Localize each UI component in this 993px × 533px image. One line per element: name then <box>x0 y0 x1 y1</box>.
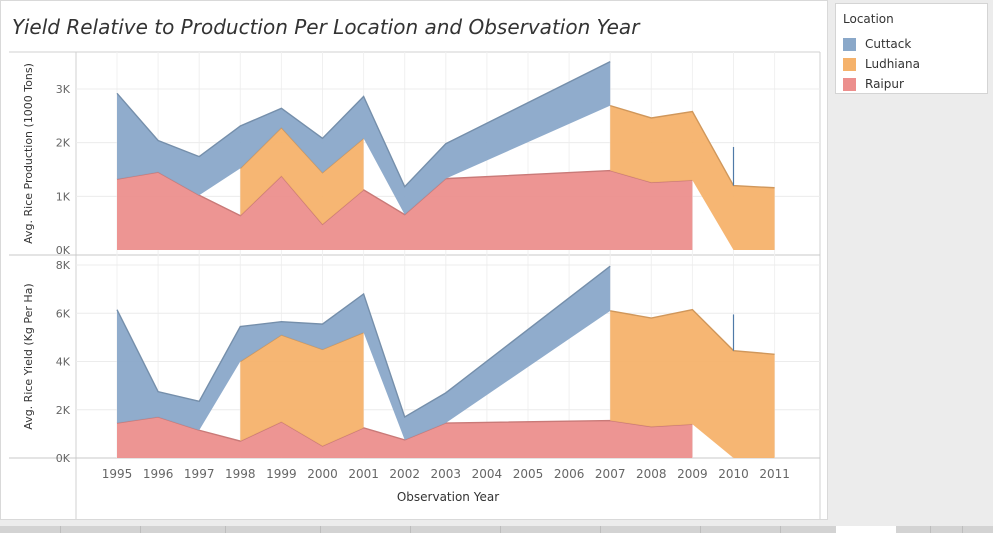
x-tick-label: 1995 <box>102 467 133 481</box>
area-cuttack <box>117 266 611 440</box>
area-ludhiana <box>610 105 775 251</box>
area-ludhiana <box>240 332 364 446</box>
x-tick-label: 2010 <box>718 467 749 481</box>
x-tick-label: 2000 <box>307 467 338 481</box>
area-ludhiana <box>610 309 775 458</box>
x-tick-label: 2006 <box>554 467 585 481</box>
dashboard-area: Yield Relative to Production Per Locatio… <box>0 0 828 520</box>
x-tick-label: 1998 <box>225 467 256 481</box>
area-cuttack-edge <box>116 265 611 419</box>
x-tick-label: 2008 <box>636 467 667 481</box>
legend-swatch-ludhiana <box>843 58 856 71</box>
area-chart: 0K 1K 2K 3K Avg. Rice Production (1000 Tons)… <box>9 51 821 519</box>
x-tick-label: 2005 <box>513 467 544 481</box>
area-ludhiana <box>240 127 364 225</box>
y-tick-label: 2K <box>56 137 71 150</box>
legend-label-ludhiana: Ludhiana <box>865 57 920 71</box>
tab-separator <box>500 526 501 533</box>
x-tick-label: 2002 <box>389 467 420 481</box>
x-tick-label: 1997 <box>184 467 215 481</box>
x-tick-label: 2011 <box>759 467 790 481</box>
y-axis-title: Avg. Rice Yield (Kg Per Ha) <box>22 283 35 429</box>
x-tick-label: 2003 <box>431 467 462 481</box>
y-tick-label: 2K <box>56 404 71 417</box>
legend-swatch-cuttack <box>843 38 856 51</box>
y-tick-label: 0K <box>56 452 71 465</box>
tab-separator <box>600 526 601 533</box>
area-raipur <box>117 170 693 250</box>
y-tick-label: 1K <box>56 190 71 203</box>
tab-separator <box>780 526 781 533</box>
x-tick-label: 2001 <box>348 467 379 481</box>
tab-separator <box>140 526 141 533</box>
y-tick-label: 6K <box>56 307 71 320</box>
y-tick-label: 3K <box>56 83 71 96</box>
tab-separator <box>700 526 701 533</box>
area-ludhiana-edge <box>610 308 775 355</box>
active-sheet-tab[interactable] <box>836 526 896 533</box>
y-tick-label: 4K <box>56 356 71 369</box>
chart-title: Yield Relative to Production Per Locatio… <box>12 15 640 39</box>
x-axis-title: Observation Year <box>397 490 499 504</box>
x-tick-label: 2009 <box>677 467 708 481</box>
area-cuttack-edge <box>116 61 611 188</box>
legend-label-raipur: Raipur <box>865 77 904 91</box>
y-tick-label: 0K <box>56 244 71 257</box>
x-tick-label: 2004 <box>472 467 503 481</box>
x-tick-label: 1996 <box>143 467 174 481</box>
x-tick-label: 2007 <box>595 467 626 481</box>
legend-label-cuttack: Cuttack <box>865 37 912 51</box>
area-ludhiana-edge <box>609 104 775 189</box>
tab-separator <box>930 526 931 533</box>
area-raipur <box>117 416 693 458</box>
x-tick-label: 1999 <box>266 467 297 481</box>
y-tick-label: 8K <box>56 259 71 272</box>
tab-separator <box>962 526 963 533</box>
tab-separator <box>60 526 61 533</box>
tab-separator <box>410 526 411 533</box>
legend-title: Location <box>843 12 894 26</box>
legend-swatch-raipur <box>843 78 856 91</box>
y-axis-title: Avg. Rice Production (1000 Tons) <box>22 63 35 244</box>
area-cuttack <box>117 61 611 215</box>
sheet-tab-strip[interactable] <box>0 526 993 533</box>
tab-separator <box>225 526 226 533</box>
tab-separator <box>320 526 321 533</box>
legend[interactable]: Location Cuttack Ludhiana Raipur <box>835 3 988 94</box>
